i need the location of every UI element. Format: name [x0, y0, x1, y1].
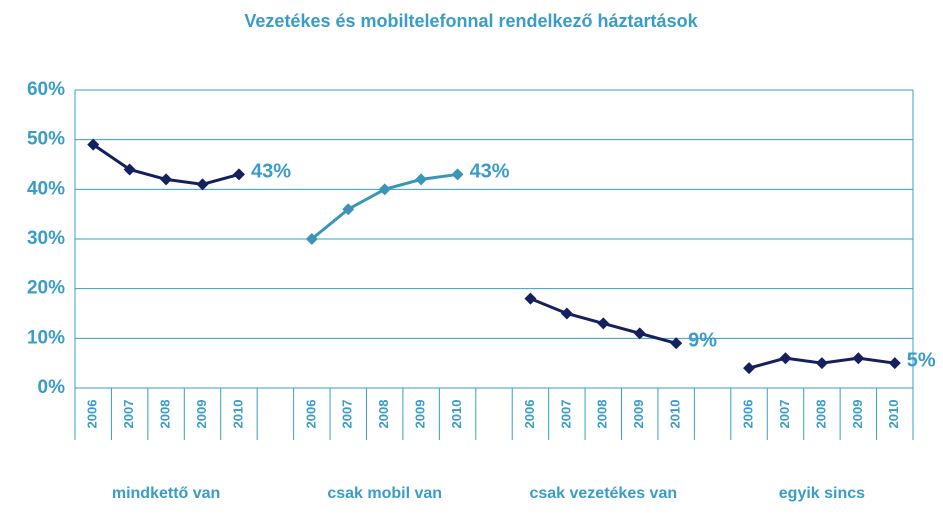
data-point	[415, 173, 428, 186]
y-tick-label: 0%	[38, 377, 66, 398]
data-point	[633, 327, 646, 340]
data-point	[888, 357, 901, 370]
group-label: csak vezetékes van	[529, 485, 678, 502]
data-point	[87, 138, 100, 151]
data-point	[852, 352, 865, 365]
data-point	[597, 317, 610, 330]
y-tick-label: 60%	[27, 79, 65, 100]
x-tick-label: 2006	[740, 400, 755, 429]
x-tick-label: 2007	[777, 400, 792, 429]
data-point	[123, 163, 136, 176]
data-label: 5%	[907, 349, 936, 371]
x-tick-label: 2008	[813, 400, 828, 429]
data-point	[451, 168, 464, 181]
data-point	[815, 357, 828, 370]
x-tick-label: 2010	[230, 400, 245, 429]
x-tick-label: 2007	[340, 400, 355, 429]
data-point	[160, 173, 173, 186]
data-point	[779, 352, 792, 365]
data-point	[743, 362, 756, 375]
data-point	[305, 233, 318, 245]
x-tick-label: 2010	[668, 400, 683, 429]
y-tick-label: 40%	[27, 178, 65, 199]
group-label: mindkettő van	[111, 485, 221, 502]
data-point	[342, 203, 355, 216]
x-tick-label: 2009	[850, 400, 865, 429]
data-point	[378, 183, 391, 196]
x-tick-label: 2010	[886, 400, 901, 429]
x-tick-label: 2007	[558, 400, 573, 429]
data-point	[232, 168, 245, 181]
x-tick-label: 2008	[595, 400, 610, 429]
x-tick-label: 2009	[631, 400, 646, 429]
data-point	[560, 307, 573, 320]
group-label: egyik sincs	[778, 485, 866, 502]
y-tick-label: 50%	[27, 129, 65, 150]
x-tick-label: 2007	[121, 400, 136, 429]
y-tick-label: 30%	[27, 228, 65, 249]
x-tick-label: 2006	[85, 400, 100, 429]
data-point	[196, 178, 209, 191]
data-label: 43%	[251, 161, 291, 183]
x-tick-label: 2009	[194, 400, 209, 429]
data-label: 43%	[470, 161, 510, 183]
x-tick-label: 2008	[158, 400, 173, 429]
group-label: csak mobil van	[327, 485, 443, 502]
x-tick-label: 2006	[522, 400, 537, 429]
x-tick-label: 2009	[413, 400, 428, 429]
x-tick-label: 2008	[376, 400, 391, 429]
y-tick-label: 20%	[27, 278, 65, 299]
data-point	[670, 337, 683, 350]
data-point	[524, 292, 537, 305]
data-label: 9%	[688, 330, 717, 352]
x-tick-label: 2010	[449, 400, 464, 429]
chart-title: Vezetékes és mobiltelefonnal rendelkező …	[244, 11, 698, 31]
y-tick-label: 10%	[27, 327, 65, 348]
x-tick-label: 2006	[303, 400, 318, 429]
